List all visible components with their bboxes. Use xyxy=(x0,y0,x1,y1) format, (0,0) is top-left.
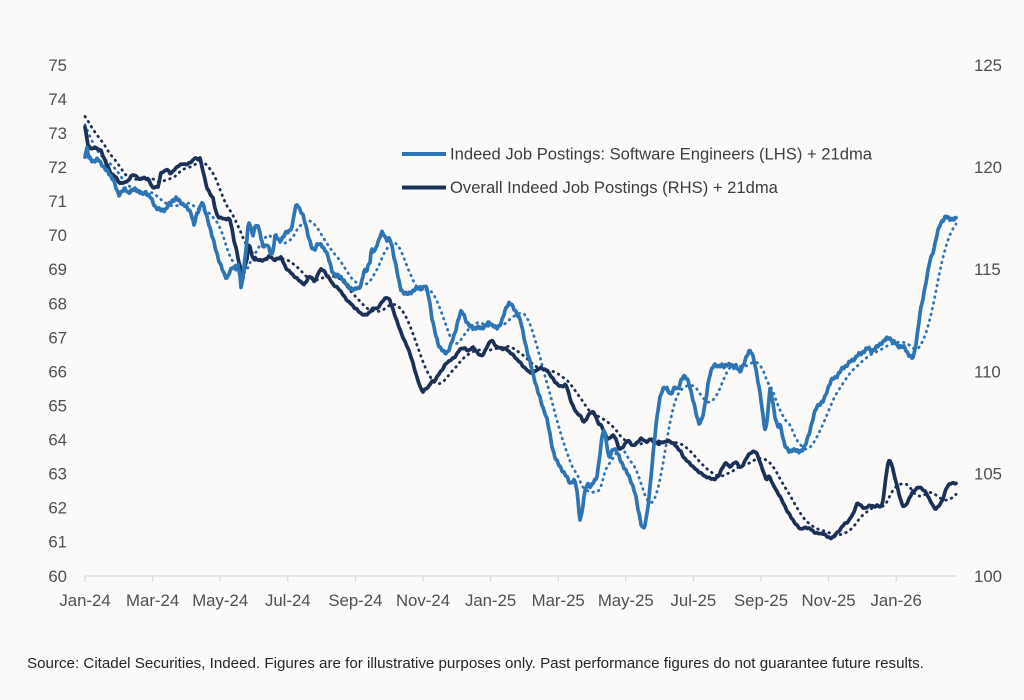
svg-text:Jan-26: Jan-26 xyxy=(871,591,922,610)
svg-text:Nov-25: Nov-25 xyxy=(802,591,856,610)
svg-text:120: 120 xyxy=(974,158,1002,177)
svg-text:125: 125 xyxy=(974,56,1002,75)
svg-text:100: 100 xyxy=(974,567,1002,586)
svg-text:Jul-25: Jul-25 xyxy=(671,591,717,610)
svg-text:Sep-24: Sep-24 xyxy=(328,591,382,610)
svg-text:May-25: May-25 xyxy=(598,591,654,610)
svg-text:74: 74 xyxy=(48,90,67,109)
svg-text:72: 72 xyxy=(48,158,67,177)
svg-text:60: 60 xyxy=(48,567,67,586)
svg-text:Source: Citadel Securities, In: Source: Citadel Securities, Indeed. Figu… xyxy=(27,655,924,672)
svg-text:May-24: May-24 xyxy=(192,591,248,610)
svg-text:66: 66 xyxy=(48,362,67,381)
svg-text:61: 61 xyxy=(48,533,67,552)
svg-text:Overall Indeed Job Postings (R: Overall Indeed Job Postings (RHS) + 21dm… xyxy=(450,178,779,197)
svg-text:63: 63 xyxy=(48,465,67,484)
svg-text:70: 70 xyxy=(48,226,67,245)
svg-text:Mar-25: Mar-25 xyxy=(532,591,585,610)
svg-text:73: 73 xyxy=(48,124,67,143)
svg-text:Jan-25: Jan-25 xyxy=(465,591,516,610)
svg-text:110: 110 xyxy=(974,362,1001,381)
svg-text:69: 69 xyxy=(48,260,67,279)
svg-text:68: 68 xyxy=(48,294,67,313)
svg-text:Nov-24: Nov-24 xyxy=(396,591,450,610)
svg-text:115: 115 xyxy=(974,260,1001,279)
svg-text:Indeed Job Postings: Software: Indeed Job Postings: Software Engineers … xyxy=(450,145,873,164)
svg-text:Mar-24: Mar-24 xyxy=(126,591,179,610)
svg-text:71: 71 xyxy=(48,192,67,211)
svg-text:67: 67 xyxy=(48,328,67,347)
svg-text:Sep-25: Sep-25 xyxy=(734,591,788,610)
svg-text:Jan-24: Jan-24 xyxy=(59,591,110,610)
svg-text:105: 105 xyxy=(974,465,1002,484)
svg-text:Jul-24: Jul-24 xyxy=(265,591,311,610)
svg-text:64: 64 xyxy=(48,431,67,450)
svg-text:75: 75 xyxy=(48,56,67,75)
svg-text:65: 65 xyxy=(48,397,67,416)
svg-text:62: 62 xyxy=(48,499,67,518)
